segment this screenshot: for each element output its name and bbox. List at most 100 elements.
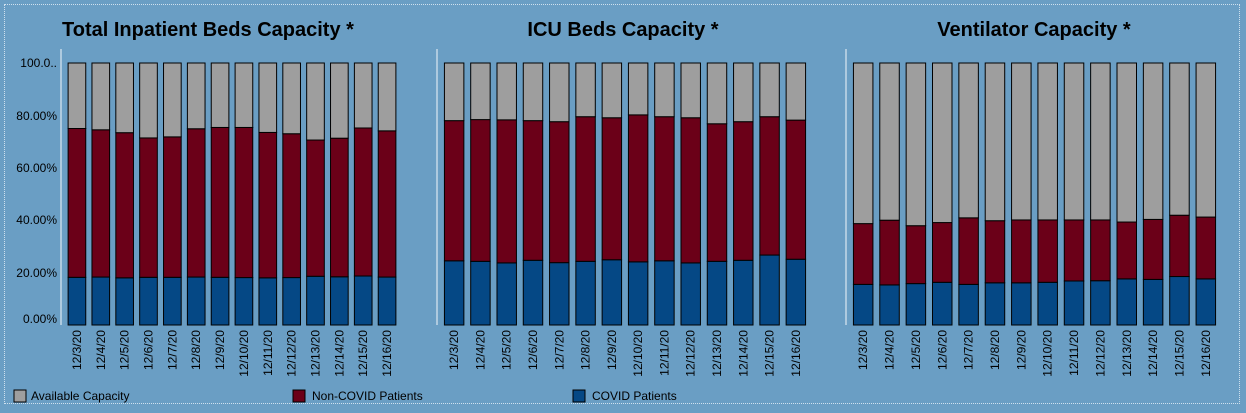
bar-available [1142,62,1164,220]
bar-available [67,62,87,129]
bar-covid [1169,276,1190,326]
x-tick-label: 12/10/20 [237,330,251,377]
x-tick-label: 12/3/20 [70,330,84,370]
bar-noncovid [522,120,544,261]
bar-available [759,62,780,118]
x-tick-label: 12/16/20 [380,330,394,377]
bar-covid [905,283,927,326]
x-tick-label: 12/5/20 [909,330,923,370]
legend-label-noncovid: Non-COVID Patients [312,389,423,403]
bar-covid [306,275,325,326]
bar-covid [377,276,397,326]
bar-covid [67,276,87,326]
bar-noncovid [496,119,517,264]
x-tick-label: 12/4/20 [883,330,897,370]
bar-available [627,62,649,116]
x-tick-label: 12/3/20 [447,330,461,370]
bar-noncovid [879,219,900,286]
bar-covid [1090,280,1111,326]
bar-covid [443,260,465,326]
x-tick-label: 12/13/20 [710,330,724,377]
bar-noncovid [139,137,158,278]
bar-available [306,62,325,141]
x-tick-label: 12/12/20 [1093,330,1107,377]
x-tick-label: 12/15/20 [763,330,777,377]
x-tick-label: 12/9/20 [1014,330,1028,370]
bar-covid [234,277,254,326]
bar-noncovid [733,121,754,261]
dashboard-border [4,4,1240,404]
bar-noncovid [627,114,649,263]
bar-covid [1063,280,1085,326]
bar-noncovid [1195,216,1217,280]
x-tick-label: 12/7/20 [552,330,566,370]
legend-swatch-noncovid [292,389,306,403]
x-tick-label: 12/8/20 [189,330,203,370]
bar-noncovid [1116,221,1137,280]
bar-covid [1011,282,1032,326]
x-tick-label: 12/12/20 [285,330,299,377]
chart-icu-beds: ICU Beds Capacity * 12/3/20 12/4/20 12/5/2… [436,19,807,377]
bar-covid [210,276,230,326]
bar-covid [852,283,874,326]
legend-swatch-available [13,389,27,403]
x-tick-label: 12/14/20 [736,330,750,377]
bar-available [353,62,373,129]
legend-label-available: Available Capacity [31,389,130,403]
bar-available [210,62,230,128]
chart-title: ICU Beds Capacity * [527,19,718,41]
bar-covid [139,276,158,326]
bar-noncovid [905,225,927,285]
x-tick-label: 12/5/20 [500,330,514,370]
bar-noncovid [115,132,134,279]
bar-noncovid [1011,219,1032,284]
bar-available [1169,62,1190,216]
bar-noncovid [470,119,491,262]
x-tick-label: 12/11/20 [657,330,671,376]
bar-available [601,62,623,119]
bar-covid [654,260,675,326]
bar-covid [470,260,491,326]
legend-label-covid: COVID Patients [592,389,677,403]
bar-noncovid [852,223,874,285]
bar-noncovid [680,117,701,264]
bar-available [91,62,111,131]
bar-available [186,62,206,130]
bar-noncovid [91,129,111,278]
bar-noncovid [377,130,397,278]
x-tick-label: 12/16/20 [1199,330,1213,377]
x-tick-label: 12/4/20 [94,330,108,370]
legend-swatch-covid [572,389,586,403]
x-tick-label: 12/6/20 [526,330,540,370]
bar-noncovid [282,133,301,279]
bar-covid [115,277,134,326]
bar-available [377,62,397,132]
bar-available [1090,62,1111,221]
x-tick-label: 12/7/20 [165,330,179,370]
bar-noncovid [1142,218,1164,280]
bar-noncovid [443,120,465,262]
x-tick-label: 12/11/20 [1067,330,1081,376]
bar-available [1011,62,1032,221]
bar-available [163,62,182,138]
bar-noncovid [306,139,325,277]
bar-noncovid [785,119,807,260]
x-tick-label: 12/14/20 [332,330,346,377]
bar-available [932,62,953,224]
bar-noncovid [234,126,254,279]
bar-covid [733,259,754,326]
bar-noncovid [932,222,953,283]
x-tick-label: 12/3/20 [856,330,870,370]
bar-covid [282,277,301,326]
x-tick-label: 12/13/20 [1120,330,1134,377]
bar-available [1063,62,1085,221]
bar-available [706,62,728,125]
x-tick-label: 12/9/20 [605,330,619,370]
bar-noncovid [549,121,570,264]
bar-available [443,62,465,122]
bar-covid [958,283,979,326]
x-tick-label: 12/4/20 [473,330,487,370]
legend: Available Capacity Non-COVID Patients CO… [13,389,677,403]
chart-title: Ventilator Capacity * [937,19,1131,41]
